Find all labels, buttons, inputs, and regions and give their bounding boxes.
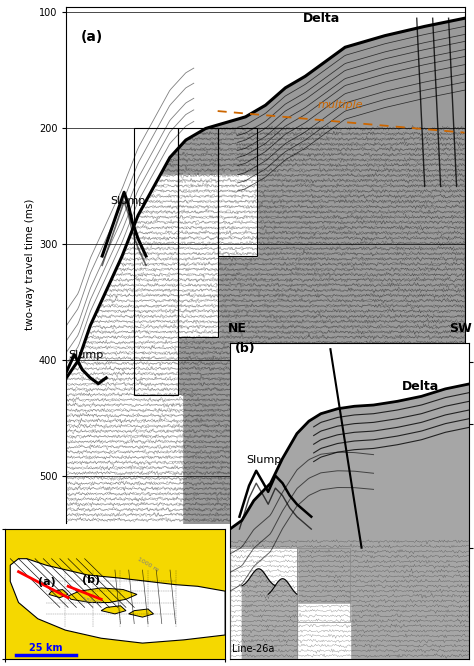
Text: Delta: Delta	[302, 12, 340, 25]
Polygon shape	[68, 588, 137, 603]
Bar	[297, 547, 349, 622]
Text: Delta: Delta	[402, 380, 439, 393]
Polygon shape	[129, 609, 154, 617]
Bar	[230, 547, 297, 659]
Text: Slump: Slump	[68, 350, 104, 360]
Y-axis label: two-way travel time (ms): two-way travel time (ms)	[25, 199, 35, 330]
Text: Line-26a: Line-26a	[232, 644, 274, 654]
Polygon shape	[49, 589, 68, 597]
Text: SW: SW	[449, 322, 472, 335]
Bar	[134, 129, 178, 395]
Text: 150 m: 150 m	[82, 597, 102, 605]
Text: (a): (a)	[80, 31, 102, 45]
Text: (a): (a)	[38, 577, 55, 587]
Text: Slump: Slump	[246, 456, 282, 466]
Text: multiple: multiple	[317, 100, 363, 110]
Text: Slump: Slump	[110, 196, 146, 206]
Text: (b): (b)	[235, 342, 255, 355]
Text: NE: NE	[228, 322, 246, 335]
Bar	[178, 129, 218, 337]
Polygon shape	[101, 606, 126, 614]
Text: (b): (b)	[82, 575, 100, 585]
Polygon shape	[10, 559, 225, 643]
Text: 25 km: 25 km	[29, 643, 63, 653]
Bar	[218, 129, 257, 256]
Text: 1000 m: 1000 m	[137, 557, 160, 573]
